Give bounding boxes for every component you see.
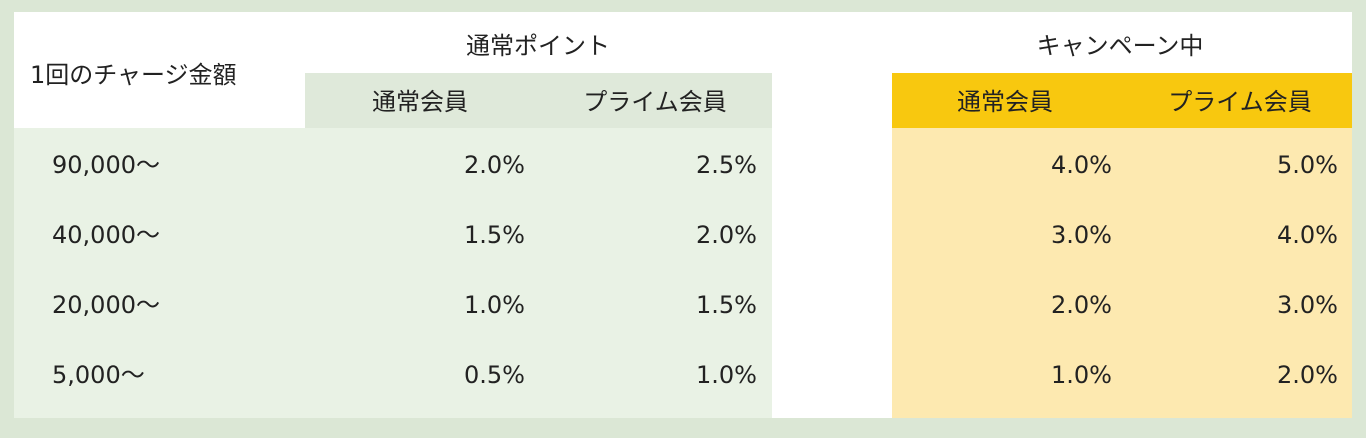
cell: 4.0%	[1051, 151, 1112, 179]
cell: 2.0%	[1051, 291, 1112, 319]
cell: 2.0%	[696, 221, 757, 249]
cell: 3.0%	[1277, 291, 1338, 319]
cell: 1.0%	[696, 361, 757, 389]
cell: 4.0%	[1277, 221, 1338, 249]
cell: 2.0%	[1277, 361, 1338, 389]
corner-header: 1回のチャージ金額	[30, 61, 237, 89]
row-label: 90,000〜	[52, 151, 160, 179]
cell: 1.5%	[464, 221, 525, 249]
body-bg	[14, 128, 772, 418]
campaign-body-bg	[892, 128, 1352, 418]
column-header: 通常会員	[372, 88, 468, 116]
cell: 1.0%	[464, 291, 525, 319]
cell: 5.0%	[1277, 151, 1338, 179]
cell: 3.0%	[1051, 221, 1112, 249]
row-label: 5,000〜	[52, 361, 145, 389]
table: 1回のチャージ金額 通常ポイント通常会員 プライム会員 キャンペーン中通常会員 プライム…	[14, 12, 1352, 418]
cell: 2.5%	[696, 151, 757, 179]
cell: 2.0%	[464, 151, 525, 179]
group-header: 通常ポイント	[466, 32, 610, 60]
cell: 1.0%	[1051, 361, 1112, 389]
column-header: プライム会員	[1168, 88, 1312, 116]
campaign-subheader-bg	[892, 73, 1352, 128]
column-header: 通常会員	[957, 88, 1053, 116]
subheader-bg	[305, 73, 772, 128]
cell: 0.5%	[464, 361, 525, 389]
group-header: キャンペーン中	[1036, 32, 1204, 60]
column-header: プライム会員	[583, 88, 727, 116]
row-label: 20,000〜	[52, 291, 160, 319]
cell: 1.5%	[696, 291, 757, 319]
row-label: 40,000〜	[52, 221, 160, 249]
